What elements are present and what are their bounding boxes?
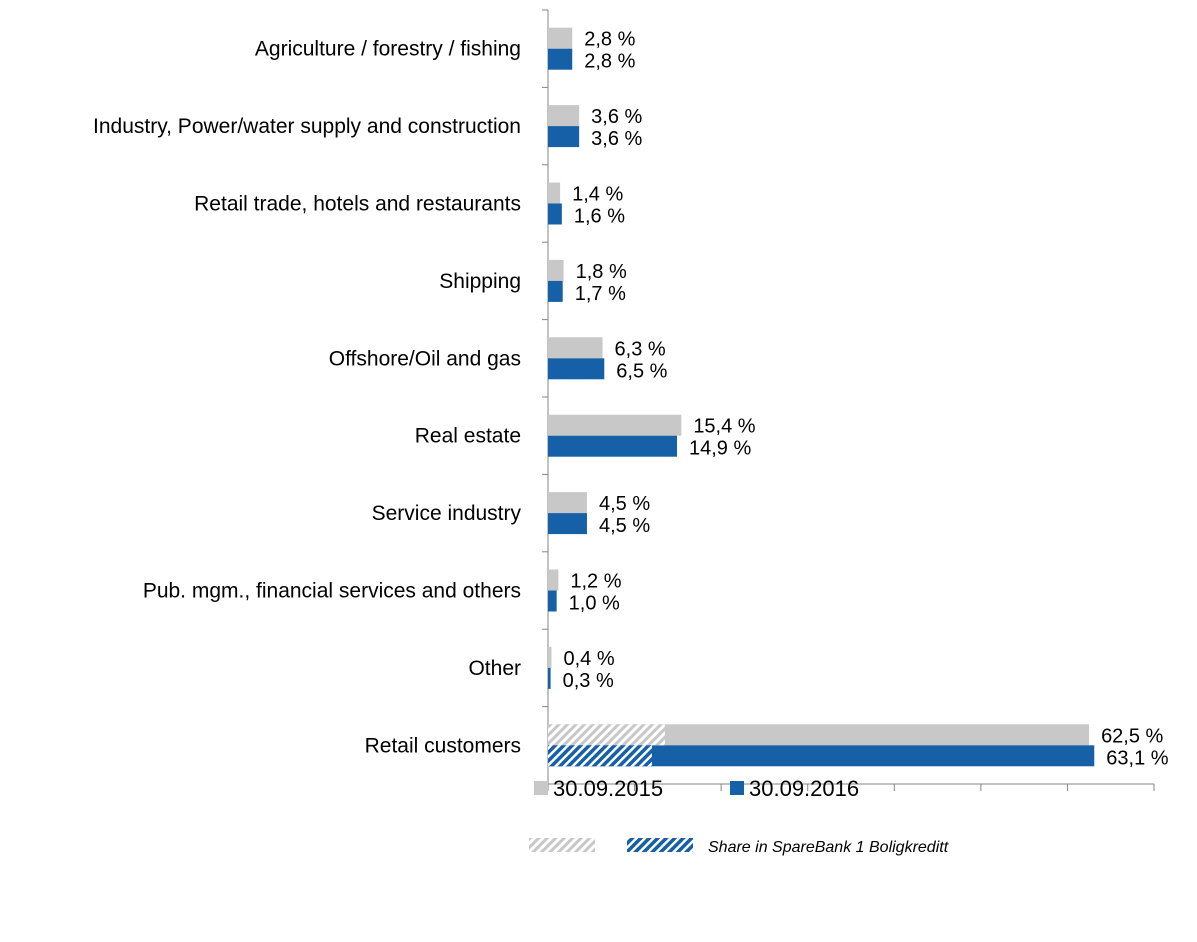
bar-series-2015 bbox=[548, 259, 564, 281]
bar-series-2016 bbox=[548, 48, 573, 70]
bar-series-2015 bbox=[548, 337, 603, 359]
data-label: 0,4 % bbox=[563, 648, 614, 670]
bar-series-2016 bbox=[548, 280, 563, 302]
data-label: 14,9 % bbox=[689, 438, 751, 460]
legend: 30.09.2015 30.09.2016 Share in SpareBank 1… bbox=[529, 776, 949, 856]
legend-swatch-hatch-blue bbox=[627, 838, 693, 852]
legend-note-boligkreditt: Share in SpareBank 1 Boligkreditt bbox=[708, 839, 949, 856]
legend-swatch-hatch-grey bbox=[529, 838, 595, 852]
category-label: Retail customers bbox=[365, 734, 521, 757]
bar-series-2015 bbox=[548, 724, 1090, 746]
data-label: 6,3 % bbox=[615, 338, 666, 360]
category-label: Pub. mgm., financial services and others bbox=[143, 580, 521, 603]
category-label: Industry, Power/water supply and constru… bbox=[93, 115, 521, 138]
bar-series-2015 bbox=[548, 569, 559, 591]
data-label: 1,8 % bbox=[576, 261, 627, 283]
category-label: Agriculture / forestry / fishing bbox=[255, 38, 521, 61]
legend-label-2016: 30.09.2016 bbox=[749, 776, 859, 801]
data-label: 1,6 % bbox=[574, 206, 625, 228]
data-label: 0,3 % bbox=[563, 670, 614, 692]
labels-layer: Agriculture / forestry / fishing 2,8 %2,8… bbox=[93, 29, 1169, 770]
bar-series-2015 bbox=[548, 414, 682, 436]
bar-series-2016 bbox=[548, 435, 677, 457]
data-label: 6,5 % bbox=[616, 360, 667, 382]
category-label: Retail trade, hotels and restaurants bbox=[194, 193, 521, 216]
data-label: 63,1 % bbox=[1106, 747, 1168, 769]
data-label: 4,5 % bbox=[599, 515, 650, 537]
data-label: 1,0 % bbox=[569, 593, 620, 615]
legend-swatch-2016 bbox=[730, 781, 744, 795]
bar-series-2015 bbox=[548, 492, 587, 514]
data-label: 1,4 % bbox=[572, 184, 623, 206]
legend-swatch-2015 bbox=[534, 781, 548, 795]
bar-series-2015 bbox=[548, 646, 552, 668]
category-label: Shipping bbox=[439, 270, 521, 293]
bar-series-2016 bbox=[548, 513, 587, 535]
data-label: 2,8 % bbox=[584, 51, 635, 73]
bar-series-2015 bbox=[548, 105, 580, 127]
bar-series-2016 bbox=[548, 358, 605, 380]
bar-series-2015 bbox=[548, 27, 573, 49]
legend-label-2015: 30.09.2015 bbox=[553, 776, 663, 801]
bar-series-2016 bbox=[548, 667, 551, 689]
data-label: 3,6 % bbox=[591, 106, 642, 128]
data-label: 3,6 % bbox=[591, 128, 642, 150]
data-label: 2,8 % bbox=[584, 29, 635, 51]
category-label: Other bbox=[468, 657, 521, 680]
bar-series-2016 bbox=[548, 745, 1095, 767]
data-label: 1,7 % bbox=[575, 283, 626, 305]
bar-series-2016 bbox=[548, 590, 557, 612]
data-label: 4,5 % bbox=[599, 493, 650, 515]
bar-series-2016 bbox=[548, 203, 562, 225]
category-label: Real estate bbox=[415, 425, 521, 448]
data-label: 15,4 % bbox=[693, 416, 755, 438]
boligkreditt-share-bar bbox=[548, 724, 665, 746]
boligkreditt-share-bar bbox=[548, 745, 652, 767]
category-label: Service industry bbox=[372, 502, 522, 525]
bar-series-2016 bbox=[548, 126, 580, 148]
bar-series-2015 bbox=[548, 182, 561, 204]
data-label: 1,2 % bbox=[570, 571, 621, 593]
bars-layer bbox=[548, 27, 1095, 767]
category-label: Offshore/Oil and gas bbox=[329, 347, 521, 370]
data-label: 62,5 % bbox=[1101, 725, 1163, 747]
